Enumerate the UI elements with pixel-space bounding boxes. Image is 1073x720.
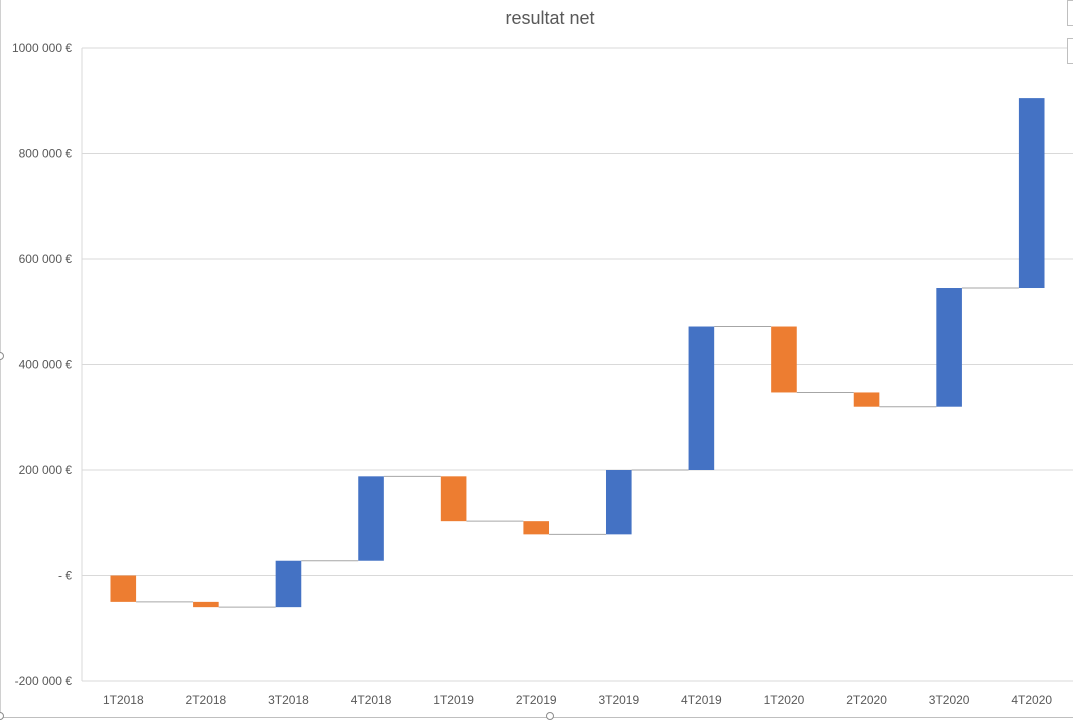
gridlines [82,47,1073,682]
y-axis: -200 000 € - € 200 000 € 400 000 € 600 000 €… [12,41,83,688]
y-tick-label-4: 600 000 € [19,252,73,266]
y-tick-label-1: - € [58,569,72,583]
x-tick-label-0: 1T2018 [103,693,144,707]
bar-2T2019[interactable] [523,521,550,535]
x-tick-label-8: 1T2020 [764,693,805,707]
bar-1T2019[interactable] [440,476,467,522]
x-tick-label-2: 3T2018 [268,693,309,707]
bars[interactable] [110,98,1045,608]
x-tick-label-5: 2T2019 [516,693,557,707]
bar-2T2020[interactable] [853,392,880,407]
x-tick-label-9: 2T2020 [846,693,887,707]
chart-elements-button[interactable] [1067,0,1073,26]
x-tick-label-7: 4T2019 [681,693,722,707]
bar-3T2020[interactable] [936,288,962,407]
bar-4T2019[interactable] [688,326,715,470]
bar-4T2018[interactable] [358,476,384,561]
y-tick-label-6: 1000 000 € [12,41,72,55]
bar-1T2020[interactable] [771,326,797,393]
bar-3T2018[interactable] [275,560,302,608]
y-tick-label-0: -200 000 € [15,674,73,688]
bar-1T2018[interactable] [110,575,137,602]
resize-handle-bottom-left[interactable] [0,712,4,720]
chart-styles-button[interactable] [1067,38,1073,64]
chart-title: resultat net [505,8,595,28]
x-tick-label-11: 4T2020 [1011,693,1052,707]
bar-2T2018[interactable] [193,601,219,608]
x-tick-label-10: 3T2020 [929,693,970,707]
y-tick-label-3: 400 000 € [19,358,73,372]
x-tick-label-3: 4T2018 [351,693,392,707]
x-tick-label-1: 2T2018 [186,693,227,707]
connectors [136,287,1019,608]
bar-4T2020[interactable] [1018,98,1045,289]
resize-handle-bottom[interactable] [546,712,554,720]
x-tick-label-4: 1T2019 [433,693,474,707]
x-axis: 1T2018 2T2018 3T2018 4T2018 1T2019 2T2019 3T20… [103,693,1052,707]
x-tick-label-6: 3T2019 [598,693,639,707]
y-tick-label-5: 800 000 € [19,147,73,161]
y-tick-label-2: 200 000 € [19,463,73,477]
bar-3T2019[interactable] [605,470,632,535]
